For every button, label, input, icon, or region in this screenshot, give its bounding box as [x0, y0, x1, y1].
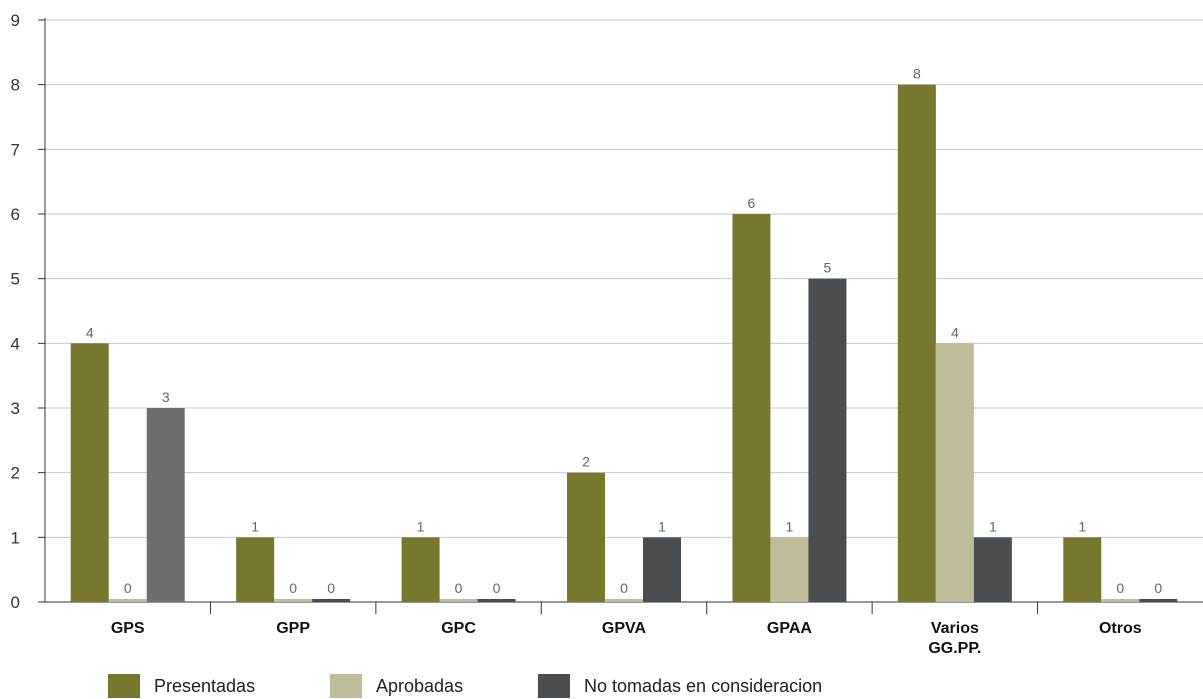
y-tick-label: 2 [11, 464, 20, 483]
labels: 0 1 2 3 4 5 6 7 8 9 4 0 3 GPS 1 0 0 GPP 1 0 0 GPC 2 0 1 GPVA 6 1 5 GP… [11, 11, 1163, 657]
bar-no-tomadas-en-consideracion [643, 537, 681, 602]
bar-no-tomadas-en-consideracion [1139, 599, 1178, 602]
bar-chart: 0 1 2 3 4 5 6 7 8 9 4 0 3 GPS 1 0 0 GPP 1 0 0 GPC 2 0 1 GPVA 6 1 5 GP… [11, 11, 1203, 657]
legend-swatch [330, 674, 362, 698]
data-label: 0 [1154, 580, 1162, 596]
x-category-label: GPAA [767, 620, 812, 637]
data-label: 0 [327, 580, 335, 596]
data-label: 0 [455, 580, 463, 596]
y-tick-label: 4 [11, 334, 20, 353]
legend-label: Presentadas [154, 675, 256, 696]
legend-swatch [108, 674, 140, 698]
bar-presentadas [567, 472, 605, 602]
bar-no-tomadas-en-consideracion [146, 408, 185, 602]
data-label: 1 [786, 518, 794, 534]
data-label: 1 [1078, 518, 1086, 534]
bar-aprobadas [439, 599, 478, 602]
bar-no-tomadas-en-consideracion [312, 599, 351, 602]
data-label: 2 [582, 454, 590, 470]
x-category-label: GPP [276, 620, 310, 637]
bar-presentadas [897, 84, 936, 602]
data-label: 0 [493, 580, 501, 596]
bar-aprobadas [770, 537, 809, 602]
data-label: 0 [620, 580, 628, 596]
bar-no-tomadas-en-consideracion [973, 537, 1012, 602]
legend-item-aprobadas: Aprobadas [330, 674, 463, 698]
legend-item-presentadas: Presentadas [108, 674, 255, 698]
data-label: 6 [748, 195, 756, 211]
data-label: 1 [251, 518, 259, 534]
bars [70, 84, 1178, 602]
y-tick-label: 0 [11, 593, 20, 612]
bar-presentadas [70, 343, 109, 602]
legend-label: No tomadas en consideracion [584, 675, 823, 696]
data-label: 0 [1116, 580, 1124, 596]
legend-item-no-tomadas-en-consideracion: No tomadas en consideracion [538, 674, 822, 698]
y-tick-label: 7 [11, 140, 20, 159]
data-label: 0 [124, 580, 132, 596]
y-tick-label: 6 [11, 205, 20, 224]
legend-swatch [538, 674, 570, 698]
data-label: 1 [417, 518, 425, 534]
bar-presentadas [732, 214, 771, 602]
data-label: 3 [162, 389, 170, 405]
x-category-label: Otros [1099, 620, 1142, 637]
grid-lines [45, 19, 1203, 538]
x-category-label: GPC [441, 620, 476, 637]
y-tick-label: 9 [11, 11, 20, 30]
bar-aprobadas [274, 599, 313, 602]
axes [38, 18, 1203, 614]
data-label: 0 [289, 580, 297, 596]
data-label: 1 [989, 518, 997, 534]
x-category-label: Varios GG.PP. [928, 620, 981, 657]
data-label: 1 [658, 518, 666, 534]
data-label: 5 [824, 260, 832, 276]
legend-label: Aprobadas [376, 675, 464, 696]
bar-aprobadas [605, 599, 643, 602]
bar-presentadas [401, 537, 440, 602]
bar-no-tomadas-en-consideracion [477, 599, 516, 602]
data-label: 8 [913, 66, 921, 82]
bar-aprobadas [108, 599, 147, 602]
bar-aprobadas [935, 343, 974, 602]
y-tick-label: 1 [11, 528, 20, 547]
y-tick-label: 3 [11, 399, 20, 418]
bar-aprobadas [1101, 599, 1140, 602]
bar-presentadas [1063, 537, 1102, 602]
bar-presentadas [236, 537, 275, 602]
y-tick-label: 8 [11, 76, 20, 95]
data-label: 4 [86, 324, 94, 340]
x-category-label: GPS [111, 620, 145, 637]
chart-legend: Presentadas Aprobadas No tomadas en consid… [0, 668, 1203, 699]
y-tick-label: 5 [11, 270, 20, 289]
x-category-label: GPVA [602, 620, 647, 637]
data-label: 4 [951, 324, 959, 340]
bar-no-tomadas-en-consideracion [808, 278, 847, 602]
